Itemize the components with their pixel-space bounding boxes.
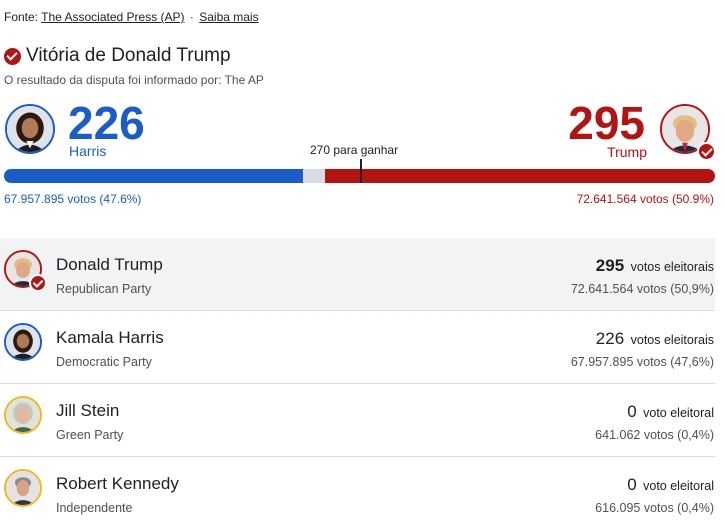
electoral-votes: 0 voto eleitoral: [627, 402, 714, 422]
trump-avatar: [660, 104, 710, 154]
check-circle-icon: [4, 47, 21, 65]
candidate-party: Independente: [56, 501, 133, 515]
stein-avatar: [4, 396, 42, 434]
candidate-party: Republican Party: [56, 282, 152, 296]
candidate-name: Donald Trump: [56, 255, 163, 274]
result-title: Vitória de Donald Trump: [26, 45, 231, 66]
electoral-votes: 226 votos eleitorais: [596, 329, 714, 349]
electoral-votes: 295 votos eleitorais: [596, 256, 714, 276]
winner-check-icon: [29, 274, 47, 292]
trump-bar-segment: [325, 169, 715, 183]
electoral-votes-count: 0: [627, 475, 637, 494]
candidate-row[interactable]: Donald Trump Republican Party 295 votos …: [0, 238, 715, 311]
candidate-name: Jill Stein: [56, 401, 120, 420]
learn-more-link[interactable]: Saiba mais: [199, 10, 259, 24]
harris-portrait-icon: [6, 325, 40, 359]
popular-votes: 616.095 votos (0,4%): [595, 501, 714, 515]
winner-check-icon: [697, 142, 716, 161]
source-prefix: Fonte:: [4, 10, 39, 24]
candidate-row[interactable]: Robert Kennedy Independente 0 voto eleit…: [0, 457, 715, 529]
candidate-row[interactable]: Jill Stein Green Party 0 voto eleitoral …: [0, 384, 715, 457]
candidate-name: Kamala Harris: [56, 328, 164, 347]
source-link[interactable]: The Associated Press (AP): [41, 10, 185, 24]
kennedy-portrait-icon: [6, 471, 40, 505]
electoral-votes-label: votos eleitorais: [630, 333, 714, 347]
harris-avatar: [5, 104, 55, 154]
threshold-marker: [359, 159, 362, 183]
candidate-party: Green Party: [56, 428, 124, 442]
electoral-votes: 0 voto eleitoral: [627, 475, 714, 495]
harris-popular-votes: 67.957.895 votos (47.6%): [4, 192, 142, 206]
threshold-label: 270 para ganhar: [310, 143, 399, 157]
popular-votes: 72.641.564 votos (50,9%): [570, 282, 714, 296]
stein-portrait-icon: [6, 398, 40, 432]
electoral-votes-count: 295: [595, 256, 625, 275]
candidate-party: Democratic Party: [56, 355, 152, 369]
electoral-votes-label: votos eleitorais: [630, 260, 714, 274]
electoral-votes-count: 226: [595, 329, 625, 348]
candidate-row[interactable]: Kamala Harris Democratic Party 226 votos…: [0, 311, 715, 384]
trump-popular-votes: 72.641.564 votos (50.9%): [576, 192, 714, 206]
result-headline: Vitória de Donald Trump: [4, 45, 231, 67]
source-line: Fonte: The Associated Press (AP) · Saiba…: [4, 10, 259, 24]
candidate-list: Donald Trump Republican Party 295 votos …: [0, 238, 715, 529]
electoral-progress-bar: [4, 169, 715, 183]
harris-label: Harris: [69, 143, 107, 159]
candidate-name: Robert Kennedy: [56, 474, 179, 493]
electoral-votes-count: 0: [627, 402, 637, 421]
kennedy-avatar: [4, 469, 42, 507]
source-separator: ·: [189, 10, 194, 24]
electoral-votes-label: voto eleitoral: [643, 479, 714, 493]
trump-electoral-count: 295: [568, 97, 645, 149]
trump-label: Trump: [607, 144, 647, 160]
popular-votes: 641.062 votos (0,4%): [595, 428, 714, 442]
harris-avatar: [4, 323, 42, 361]
electoral-votes-label: voto eleitoral: [643, 406, 714, 420]
harris-bar-segment: [4, 169, 303, 183]
harris-electoral-count: 226: [68, 97, 145, 149]
result-subtitle: O resultado da disputa foi informado por…: [4, 73, 264, 87]
popular-votes: 67.957.895 votos (47,6%): [570, 355, 714, 369]
harris-portrait-icon: [7, 106, 53, 152]
